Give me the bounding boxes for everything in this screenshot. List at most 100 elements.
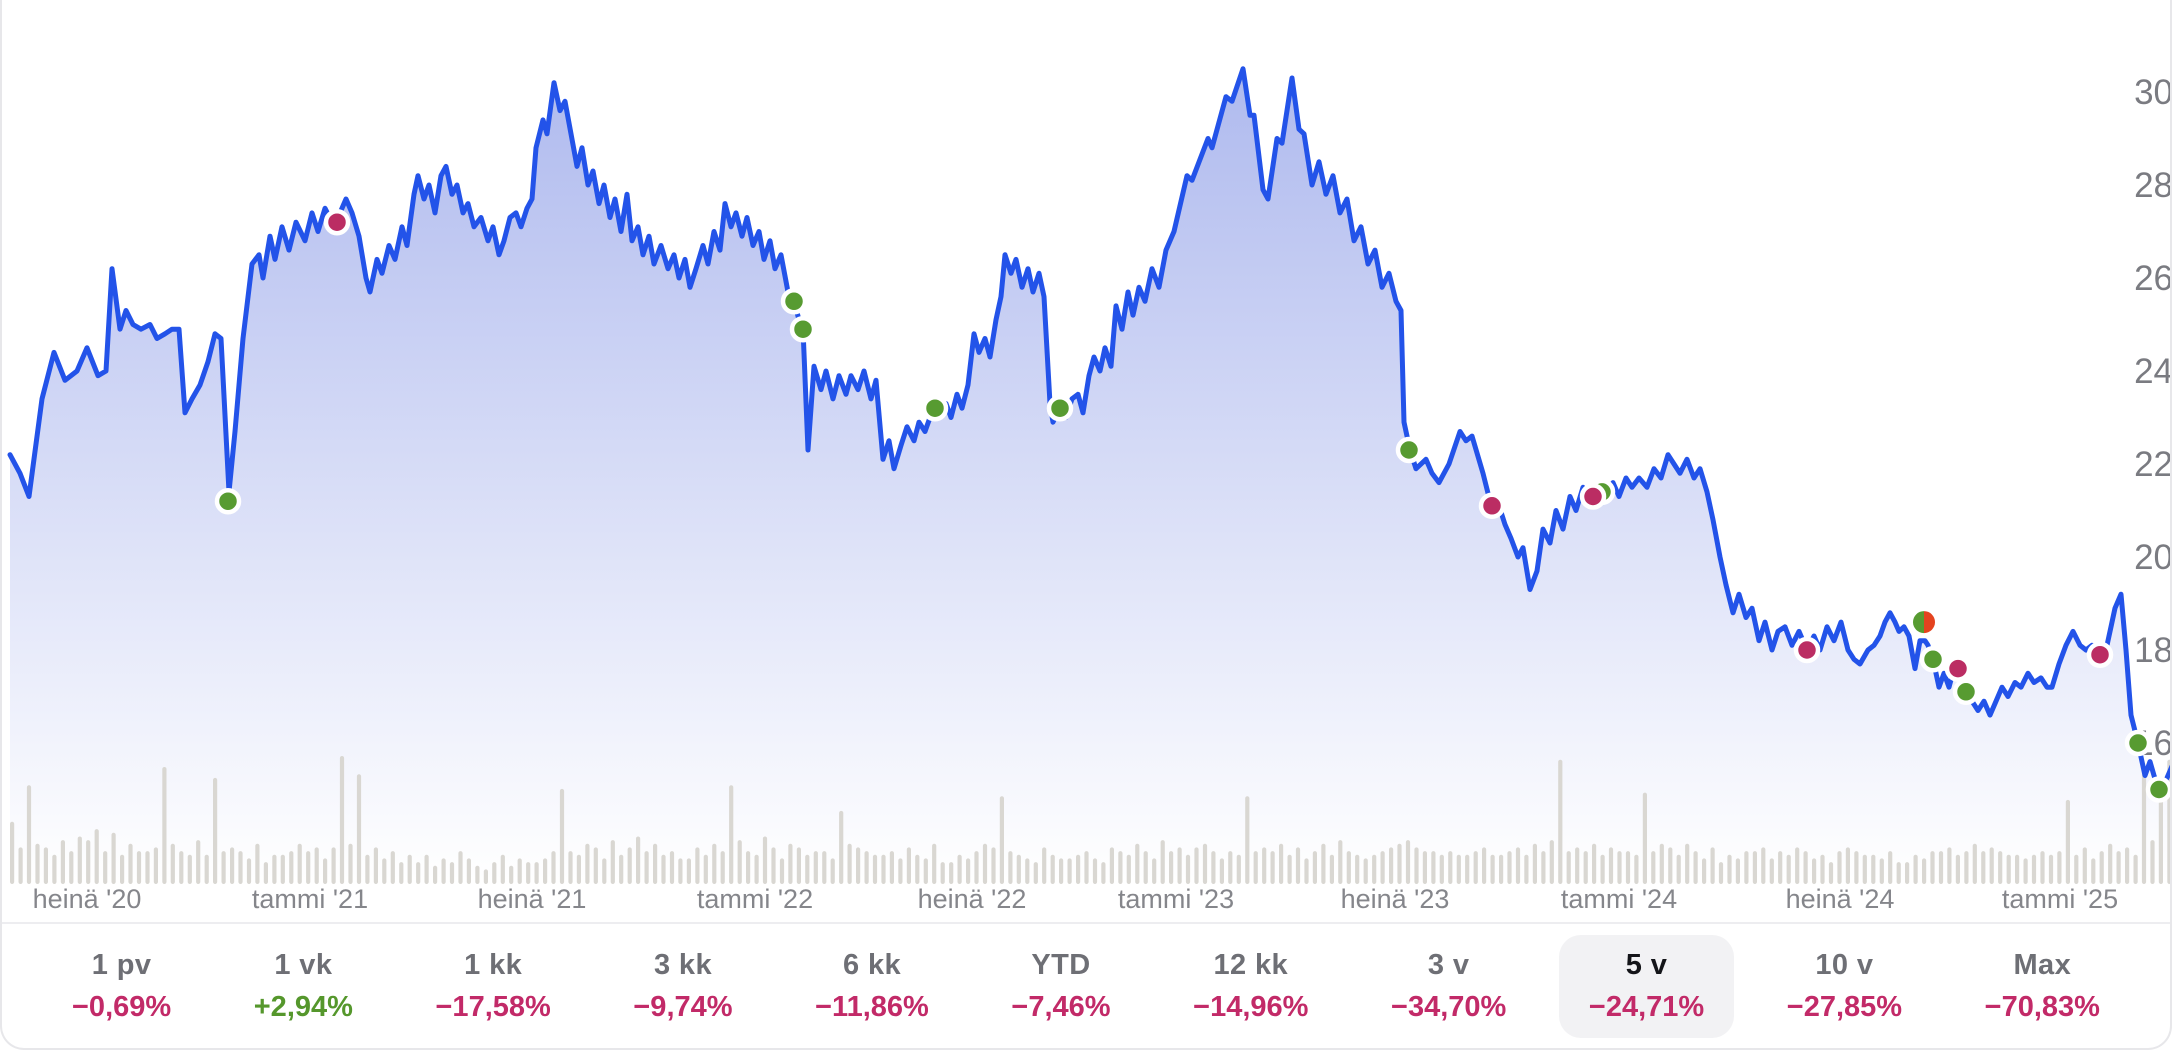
y-axis-label: 20 (2134, 538, 2172, 577)
volume-bar (43, 847, 48, 884)
volume-bar (1769, 858, 1774, 884)
event-marker-green[interactable] (214, 487, 242, 515)
volume-bar (805, 854, 810, 884)
volume-bar (1879, 858, 1884, 884)
volume-bar (822, 851, 827, 884)
volume-bar (627, 847, 632, 884)
event-marker-green[interactable] (1395, 436, 1423, 464)
volume-bar (754, 854, 759, 884)
y-axis-label: 28 (2134, 166, 2172, 205)
event-marker-crimson[interactable] (1478, 492, 1506, 520)
volume-bar (1185, 854, 1191, 884)
event-marker-crimson[interactable] (2086, 641, 2114, 668)
event-marker-crimson[interactable] (1944, 655, 1972, 682)
volume-bar (1913, 854, 1918, 884)
volume-bar (238, 851, 243, 884)
volume-bar (314, 847, 319, 884)
event-marker-split[interactable] (1911, 609, 1937, 635)
event-marker-crimson[interactable] (1579, 483, 1607, 510)
volume-bar (1947, 847, 1952, 884)
volume-bar (475, 865, 480, 884)
period-label: 6 kk (842, 948, 901, 981)
volume-bar (957, 854, 962, 884)
volume-bar (1211, 851, 1216, 884)
event-marker-green[interactable] (2124, 729, 2152, 757)
period-change: −70,83% (1984, 990, 2100, 1023)
volume-bar (534, 862, 539, 884)
volume-bar (1008, 851, 1013, 884)
volume-bar (1304, 858, 1309, 884)
volume-bar (1329, 854, 1334, 884)
volume-bar (982, 843, 988, 884)
volume-bar (1169, 851, 1174, 884)
x-axis-label: heinä '24 (1786, 884, 1895, 914)
period-button-10v[interactable]: 10 v −27,85% (1757, 935, 1932, 1038)
volume-bar (923, 858, 928, 884)
event-marker-green[interactable] (1919, 646, 1947, 673)
event-marker-green[interactable] (789, 315, 817, 343)
volume-bar (1981, 851, 1986, 884)
volume-bar (559, 788, 565, 884)
volume-bar (2158, 788, 2163, 884)
period-button-12kk[interactable]: 12 kk −14,96% (1163, 935, 1338, 1038)
volume-bar (695, 847, 700, 884)
period-button-1kk[interactable]: 1 kk −17,58% (406, 935, 581, 1038)
volume-bar (1262, 847, 1267, 884)
x-axis-label: tammi '25 (2002, 884, 2118, 914)
volume-bar (644, 851, 649, 884)
event-marker-green[interactable] (780, 288, 808, 315)
volume-bar (1608, 847, 1614, 884)
volume-bar (737, 840, 742, 884)
volume-bar (1659, 843, 1664, 884)
event-marker-green[interactable] (2145, 776, 2170, 803)
volume-bar (1135, 843, 1140, 884)
event-marker-green[interactable] (1046, 394, 1074, 422)
y-axis-label: 18 (2134, 631, 2172, 670)
volume-bar (263, 862, 268, 884)
volume-bar (1414, 847, 1419, 884)
event-marker-crimson[interactable] (323, 208, 351, 236)
period-button-max[interactable]: Max −70,83% (1955, 935, 2130, 1038)
volume-bar (1845, 847, 1850, 884)
period-button-5v[interactable]: 5 v −24,71% (1558, 934, 1735, 1038)
volume-bar (1059, 858, 1064, 884)
volume-bar (1405, 840, 1411, 884)
period-button-6kk[interactable]: 6 kk −11,86% (785, 935, 959, 1038)
period-button-1vk[interactable]: 1 vk +2,94% (224, 935, 383, 1038)
volume-bar (889, 851, 894, 884)
volume-bar (1312, 851, 1317, 884)
volume-bar (1955, 854, 1960, 884)
x-axis-label: tammi '21 (252, 884, 368, 914)
volume-bar (1321, 843, 1326, 884)
period-button-3kk[interactable]: 3 kk −9,74% (603, 935, 762, 1038)
volume-bar (136, 851, 142, 884)
volume-bar (906, 847, 911, 884)
volume-bar (1600, 854, 1605, 884)
period-button-1pv[interactable]: 1 pv −0,69% (42, 935, 201, 1038)
volume-bar (52, 854, 57, 884)
volume-bar (382, 858, 387, 884)
price-chart[interactable]: heinä '20 tammi '21 heinä '21 tammi '22 hein… (2, 0, 2172, 922)
volume-bar (1143, 851, 1148, 884)
volume-bar (1126, 854, 1131, 884)
volume-bar (856, 847, 861, 884)
period-button-ytd[interactable]: YTD −7,46% (981, 935, 1140, 1038)
volume-bar (1566, 851, 1571, 884)
event-marker-green[interactable] (921, 394, 949, 422)
volume-bar (1042, 847, 1047, 884)
x-axis-label: heinä '22 (918, 884, 1027, 914)
volume-bar (1025, 858, 1030, 884)
period-button-3v[interactable]: 3 v −34,70% (1361, 935, 1536, 1038)
volume-bar (2031, 854, 2037, 884)
event-marker-crimson[interactable] (1793, 636, 1821, 664)
volume-bar (1160, 840, 1165, 884)
event-marker-green[interactable] (1952, 678, 1980, 706)
volume-bar (898, 858, 903, 884)
volume-bar (1380, 851, 1385, 884)
volume-bar (458, 851, 463, 884)
volume-bar (1465, 854, 1470, 884)
volume-bar (1837, 851, 1842, 884)
volume-bar (492, 862, 497, 884)
volume-bar (2074, 854, 2079, 884)
volume-bar (483, 869, 488, 884)
